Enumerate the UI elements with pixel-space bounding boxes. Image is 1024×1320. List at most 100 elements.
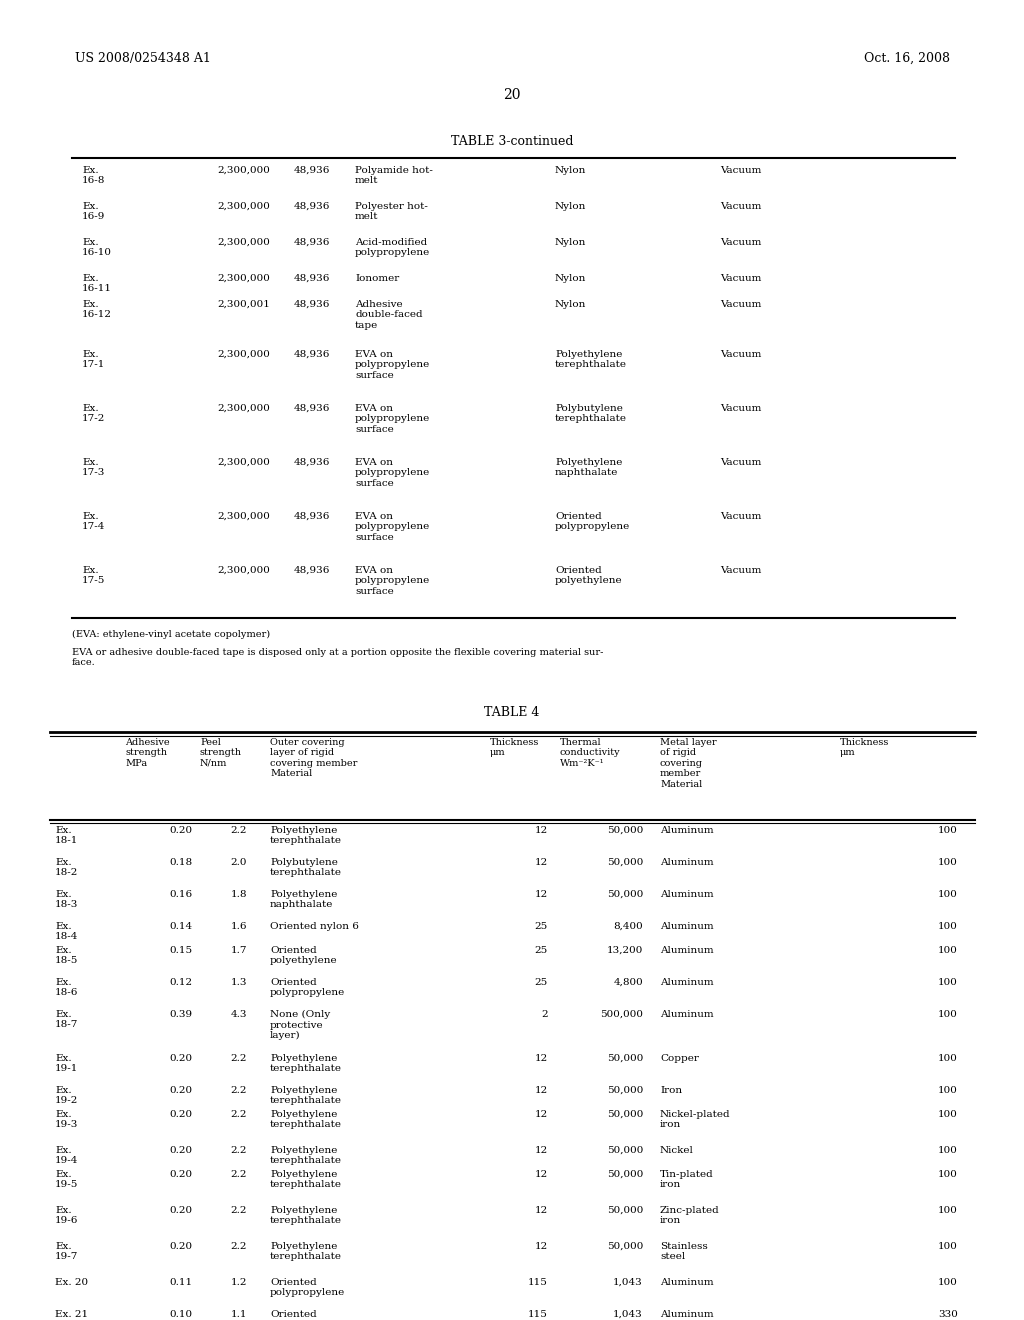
Text: 0.20: 0.20 [170,1110,193,1119]
Text: Ex.
16-9: Ex. 16-9 [82,202,105,222]
Text: 50,000: 50,000 [606,826,643,836]
Text: Stainless
steel: Stainless steel [660,1242,708,1262]
Text: Oriented
polypropylene: Oriented polypropylene [270,1309,345,1320]
Text: Aluminum: Aluminum [660,946,714,954]
Text: 2,300,000: 2,300,000 [217,350,270,359]
Text: Ex. 20: Ex. 20 [55,1278,88,1287]
Text: 48,936: 48,936 [294,458,330,467]
Text: 100: 100 [938,826,958,836]
Text: 12: 12 [535,1053,548,1063]
Text: 12: 12 [535,890,548,899]
Text: Polyester hot-
melt: Polyester hot- melt [355,202,428,222]
Text: EVA on
polypropylene
surface: EVA on polypropylene surface [355,350,430,380]
Text: 0.10: 0.10 [170,1309,193,1319]
Text: Vacuum: Vacuum [720,300,762,309]
Text: 2,300,000: 2,300,000 [217,512,270,521]
Text: Metal layer
of rigid
covering
member
Material: Metal layer of rigid covering member Mat… [660,738,717,788]
Text: 48,936: 48,936 [294,202,330,211]
Text: Polyethylene
terephthalate: Polyethylene terephthalate [270,826,342,845]
Text: Oriented
polyethylene: Oriented polyethylene [270,946,338,965]
Text: Ex.
18-6: Ex. 18-6 [55,978,79,998]
Text: EVA or adhesive double-faced tape is disposed only at a portion opposite the fle: EVA or adhesive double-faced tape is dis… [72,648,603,668]
Text: Polyamide hot-
melt: Polyamide hot- melt [355,166,433,185]
Text: EVA on
polypropylene
surface: EVA on polypropylene surface [355,512,430,541]
Text: Thickness
μm: Thickness μm [840,738,890,758]
Text: 330: 330 [938,1309,958,1319]
Text: Ex.
16-11: Ex. 16-11 [82,275,112,293]
Text: 0.20: 0.20 [170,1086,193,1096]
Text: 2,300,000: 2,300,000 [217,566,270,576]
Text: 50,000: 50,000 [606,1170,643,1179]
Text: Oriented
polypropylene: Oriented polypropylene [555,512,630,532]
Text: Vacuum: Vacuum [720,566,762,576]
Text: 13,200: 13,200 [606,946,643,954]
Text: 12: 12 [535,1146,548,1155]
Text: Ionomer: Ionomer [355,275,399,282]
Text: Peel
strength
N/nm: Peel strength N/nm [200,738,242,768]
Text: 1.7: 1.7 [230,946,247,954]
Text: Ex.
16-12: Ex. 16-12 [82,300,112,319]
Text: Tin-plated
iron: Tin-plated iron [660,1170,714,1189]
Text: 4,800: 4,800 [613,978,643,987]
Text: Ex.
18-7: Ex. 18-7 [55,1010,79,1030]
Text: 0.20: 0.20 [170,1053,193,1063]
Text: 100: 100 [938,1086,958,1096]
Text: Ex.
17-4: Ex. 17-4 [82,512,105,532]
Text: 100: 100 [938,1010,958,1019]
Text: Polyethylene
terephthalate: Polyethylene terephthalate [270,1086,342,1105]
Text: Ex.
19-1: Ex. 19-1 [55,1053,79,1073]
Text: Aluminum: Aluminum [660,978,714,987]
Text: 48,936: 48,936 [294,166,330,176]
Text: Aluminum: Aluminum [660,921,714,931]
Text: 48,936: 48,936 [294,512,330,521]
Text: Ex.
17-3: Ex. 17-3 [82,458,105,478]
Text: 115: 115 [528,1309,548,1319]
Text: Polybutylene
terephthalate: Polybutylene terephthalate [270,858,342,878]
Text: Polyethylene
terephthalate: Polyethylene terephthalate [270,1053,342,1073]
Text: Vacuum: Vacuum [720,202,762,211]
Text: 2: 2 [542,1010,548,1019]
Text: Ex.
19-3: Ex. 19-3 [55,1110,79,1130]
Text: Vacuum: Vacuum [720,458,762,467]
Text: 100: 100 [938,1053,958,1063]
Text: 0.16: 0.16 [170,890,193,899]
Text: 0.20: 0.20 [170,826,193,836]
Text: 2.2: 2.2 [230,1086,247,1096]
Text: Polyethylene
terephthalate: Polyethylene terephthalate [270,1206,342,1225]
Text: 1.1: 1.1 [230,1309,247,1319]
Text: 1,043: 1,043 [613,1309,643,1319]
Text: 2,300,000: 2,300,000 [217,458,270,467]
Text: 2.2: 2.2 [230,1053,247,1063]
Text: EVA on
polypropylene
surface: EVA on polypropylene surface [355,566,430,595]
Text: 2,300,000: 2,300,000 [217,238,270,247]
Text: 100: 100 [938,1242,958,1251]
Text: Zinc-plated
iron: Zinc-plated iron [660,1206,720,1225]
Text: 0.12: 0.12 [170,978,193,987]
Text: 1.6: 1.6 [230,921,247,931]
Text: US 2008/0254348 A1: US 2008/0254348 A1 [75,51,211,65]
Text: Ex.
18-3: Ex. 18-3 [55,890,79,909]
Text: Vacuum: Vacuum [720,350,762,359]
Text: 12: 12 [535,826,548,836]
Text: Ex.
18-2: Ex. 18-2 [55,858,79,878]
Text: 0.18: 0.18 [170,858,193,867]
Text: 50,000: 50,000 [606,1146,643,1155]
Text: 50,000: 50,000 [606,1206,643,1214]
Text: 50,000: 50,000 [606,890,643,899]
Text: 50,000: 50,000 [606,1110,643,1119]
Text: 50,000: 50,000 [606,1053,643,1063]
Text: Polyethylene
terephthalate: Polyethylene terephthalate [555,350,627,370]
Text: 25: 25 [535,946,548,954]
Text: 2,300,000: 2,300,000 [217,275,270,282]
Text: 12: 12 [535,1242,548,1251]
Text: 2.2: 2.2 [230,1206,247,1214]
Text: 48,936: 48,936 [294,300,330,309]
Text: Ex.
19-6: Ex. 19-6 [55,1206,79,1225]
Text: 12: 12 [535,858,548,867]
Text: TABLE 4: TABLE 4 [484,706,540,719]
Text: None (Only
protective
layer): None (Only protective layer) [270,1010,331,1040]
Text: 25: 25 [535,978,548,987]
Text: Copper: Copper [660,1053,698,1063]
Text: EVA on
polypropylene
surface: EVA on polypropylene surface [355,458,430,488]
Text: Nylon: Nylon [555,166,587,176]
